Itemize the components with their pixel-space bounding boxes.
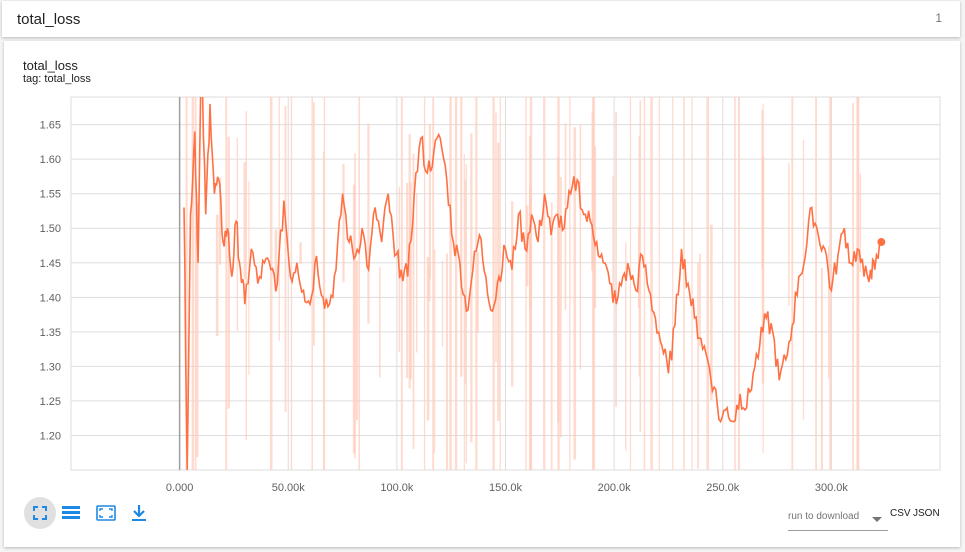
header-title: total_loss [17, 11, 81, 28]
chart-tag: tag: total_loss [23, 73, 91, 85]
download-icon [132, 505, 146, 521]
x-tick-label: 300.0k [815, 482, 849, 494]
chart-title: total_loss [23, 58, 78, 73]
chevron-down-icon [872, 517, 882, 522]
log-scale-icon [62, 506, 80, 519]
download-button[interactable] [123, 497, 155, 529]
y-tick-label: 1.45 [40, 258, 61, 270]
y-tick-label: 1.30 [40, 361, 61, 373]
y-tick-label: 1.25 [40, 396, 61, 408]
chart-card: total_loss tag: total_loss 1.20 1.25 1.30 1… [4, 41, 960, 547]
y-tick-label: 1.60 [40, 154, 61, 166]
x-tick-label: 250.0k [706, 482, 740, 494]
csv-download-link[interactable]: CSV [890, 508, 911, 519]
x-tick-label: 50.00k [272, 482, 306, 494]
x-tick-label: 200.0k [598, 482, 632, 494]
y-tick-label: 1.40 [40, 292, 61, 304]
smoothed-series-line [183, 97, 882, 470]
run-download-label: run to download [788, 511, 860, 522]
y-tick-label: 1.65 [40, 120, 61, 132]
expand-icon [96, 505, 116, 521]
y-tick-label: 1.35 [40, 327, 61, 339]
header-card: total_loss 1 [2, 1, 960, 37]
json-download-link[interactable]: JSON [913, 508, 940, 519]
expand-button[interactable] [90, 497, 122, 529]
run-download-select[interactable]: run to download [788, 507, 888, 531]
x-tick-label: 100.0k [380, 482, 414, 494]
x-tick-label: 150.0k [489, 482, 523, 494]
y-tick-label: 1.55 [40, 189, 61, 201]
last-value-marker [877, 238, 886, 247]
log-scale-button[interactable] [55, 497, 87, 529]
y-tick-label: 1.20 [40, 430, 61, 442]
header-count: 1 [935, 11, 942, 25]
x-tick-label: 0.000 [166, 482, 194, 494]
fit-domain-button[interactable] [24, 497, 56, 529]
raw-noise-layer [185, 97, 862, 470]
loss-chart[interactable]: 1.20 1.25 1.30 1.35 1.40 1.45 1.50 1.55 1.60 1.65… [4, 41, 960, 511]
y-tick-label: 1.50 [40, 223, 61, 235]
fit-domain-icon [33, 506, 47, 520]
